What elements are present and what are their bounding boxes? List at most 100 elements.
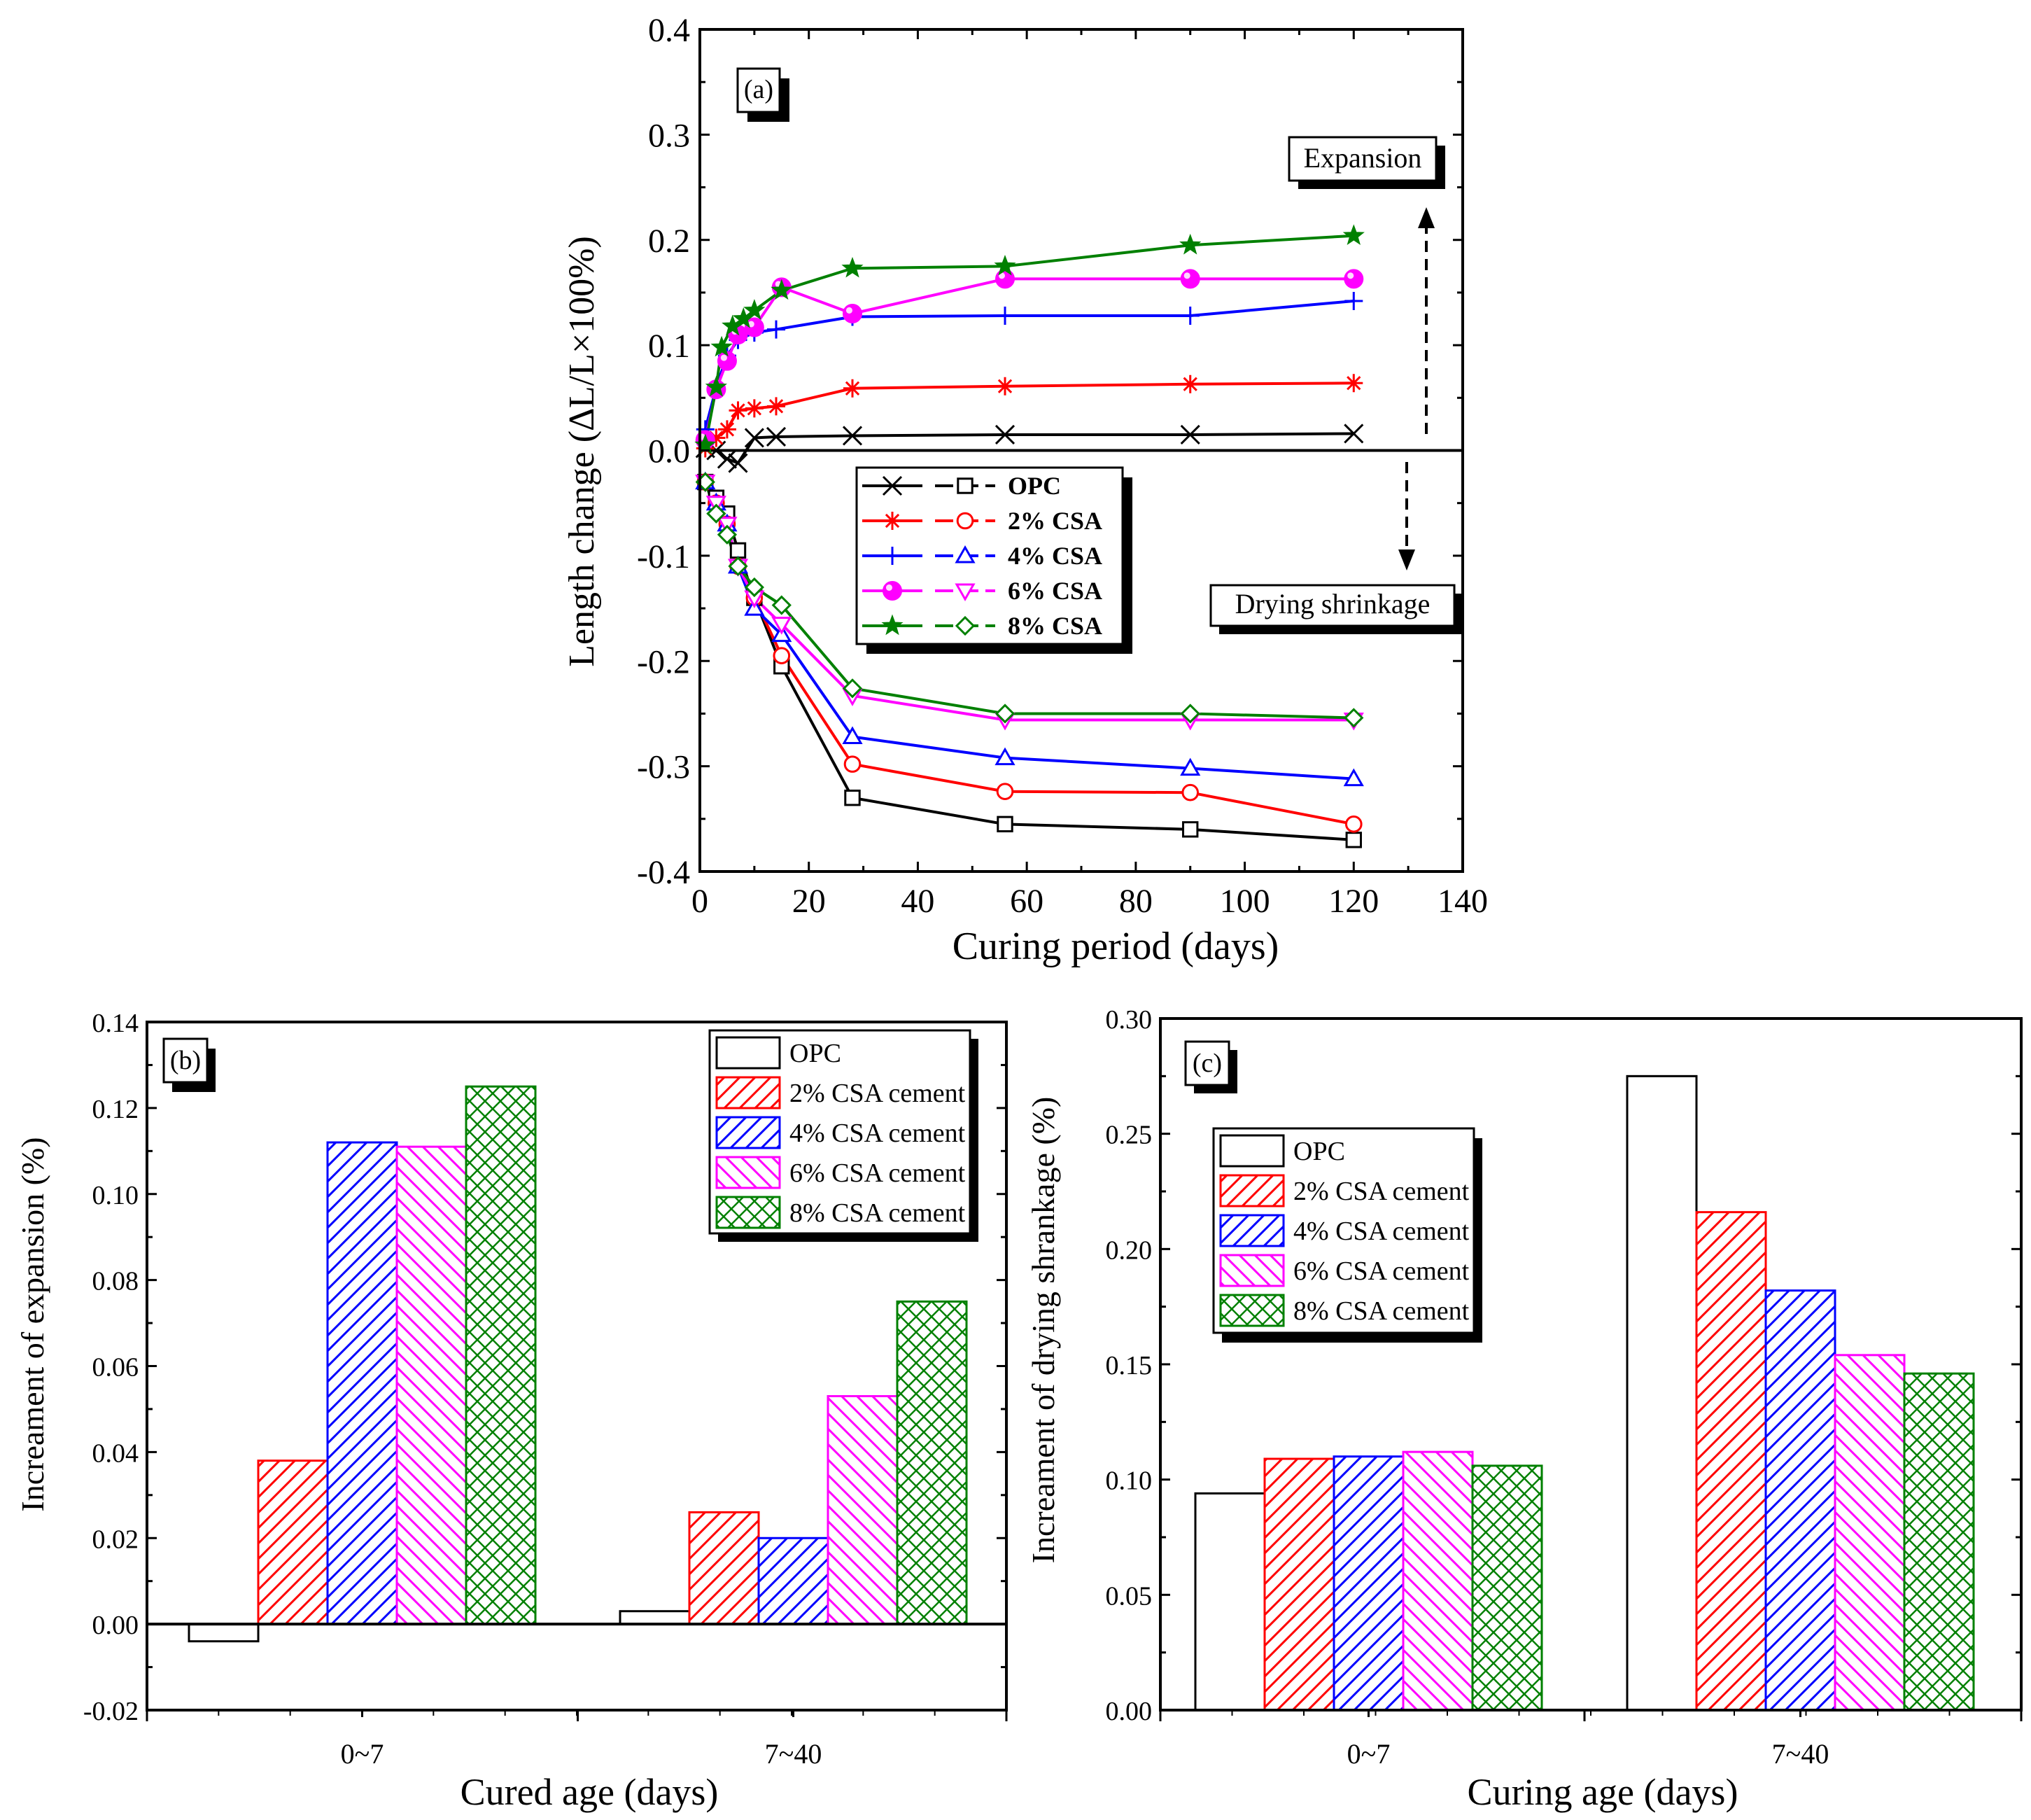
series-8-csa-expansion-point — [705, 375, 727, 397]
series-6-csa-expansion-point — [843, 304, 862, 324]
legend-2-csa-cement-label: 2% CSA cement — [1293, 1177, 1470, 1206]
bar-8-csa-cement-1 — [1903, 1372, 1975, 1712]
bar-8-csa-cement-1 — [896, 1300, 968, 1625]
bar-6-csa-cement-1 — [1834, 1354, 1906, 1712]
x-tick-label: 120 — [1328, 883, 1379, 920]
expansion-annotation: Expansion — [1304, 142, 1422, 174]
series-4-csa-expansion-point — [1344, 291, 1363, 310]
legend-8-csa-label: 8% CSA — [1008, 612, 1102, 640]
series-4-csa-shrinkage-point — [995, 747, 1016, 766]
legend-2-csa-label: 2% CSA — [1008, 507, 1102, 535]
y-tick-label: 0.10 — [92, 1181, 139, 1210]
series-8-csa-expansion-point — [841, 256, 864, 278]
y-tick-label: 0.30 — [1106, 1005, 1153, 1035]
legend-4-csa-cement-label: 4% CSA cement — [1293, 1217, 1470, 1246]
y-tick-label: 0.3 — [648, 117, 690, 154]
x-category-label: 0~7 — [1347, 1738, 1391, 1770]
series-opc-expansion-point — [766, 426, 787, 447]
panel-a-label: (a) — [744, 75, 773, 104]
legend-6-csa-shrinkage-marker — [955, 583, 976, 602]
bar-opc-0 — [1194, 1492, 1266, 1712]
legend-8-csa-cement-swatch — [715, 1196, 781, 1229]
expansion-box — [1288, 136, 1438, 182]
series-6-csa-expansion-point-highlight — [720, 354, 727, 361]
series-6-csa-expansion-point-highlight — [845, 307, 852, 314]
bar-2-csa-cement-0 — [257, 1460, 329, 1625]
series-8-csa-shrinkage-point — [1180, 704, 1200, 724]
bar-6-csa-cement-0 — [395, 1145, 468, 1625]
x-category-label: 7~40 — [765, 1738, 822, 1770]
panel-a-x-axis-label: Curing period (days) — [953, 925, 1279, 968]
series-opc-expansion-point — [744, 428, 764, 448]
legend-6-csa-cement-label: 6% CSA cement — [789, 1158, 966, 1188]
series-8-csa-shrinkage-point — [706, 503, 726, 524]
series-4-csa-expansion-point — [767, 320, 785, 339]
x-tick-label: 100 — [1220, 883, 1270, 920]
legend-2-csa-expansion-marker — [883, 512, 901, 530]
legend-opc-label: OPC — [1008, 472, 1061, 500]
legend-2-csa-cement-swatch — [715, 1076, 781, 1110]
series-2-csa-expansion-point — [996, 377, 1014, 396]
y-tick-label: 0.04 — [92, 1438, 139, 1468]
panel-c-bar-chart: 0.000.050.100.150.200.250.300~7 7~40 (c) … — [1025, 1005, 2023, 1813]
series-opc-expansion-point — [842, 426, 863, 446]
bar-opc-0 — [188, 1623, 260, 1643]
x-tick-label: 140 — [1438, 883, 1488, 920]
series-opc-shrinkage-point — [997, 816, 1013, 833]
bar-6-csa-cement-0 — [1402, 1450, 1474, 1712]
expansion-arrowhead — [1418, 207, 1435, 228]
bar-8-csa-cement-0 — [465, 1085, 537, 1625]
legend-2-csa-cement-swatch — [1219, 1174, 1285, 1208]
bar-6-csa-cement-1 — [827, 1395, 899, 1625]
x-tick-label: 0 — [691, 883, 708, 920]
y-tick-label: 0.20 — [1106, 1236, 1153, 1265]
legend-opc-label: OPC — [1293, 1137, 1345, 1166]
series-2-csa-expansion-point — [1344, 374, 1363, 393]
series-8-csa-shrinkage-point — [771, 595, 792, 615]
series-4-csa-shrinkage-point — [842, 726, 863, 745]
series-2-csa-shrinkage-point — [996, 783, 1014, 801]
series-8-csa-shrinkage-point — [1344, 708, 1364, 728]
legend-4-csa-shrinkage-marker — [955, 545, 976, 564]
series-8-csa-expansion-point — [710, 335, 733, 357]
series-6-csa-expansion-line — [703, 277, 1354, 440]
x-tick-label: 80 — [1119, 883, 1153, 920]
bar-4-csa-cement-1 — [757, 1536, 829, 1625]
series-4-csa-shrinkage-point — [1180, 757, 1201, 776]
bar-2-csa-cement-0 — [1263, 1457, 1335, 1712]
series-opc-shrinkage-point — [844, 790, 861, 806]
y-tick-label: -0.2 — [637, 643, 690, 680]
legend-4-csa-cement-label: 4% CSA cement — [789, 1119, 966, 1148]
series-2-csa-shrinkage-point — [1181, 783, 1200, 802]
y-tick-label: 0.02 — [92, 1525, 139, 1554]
series-8-csa-shrinkage-point — [995, 704, 1016, 724]
series-8-csa-shrinkage-point — [717, 524, 738, 545]
series-8-csa-expansion-point — [1179, 233, 1202, 255]
series-opc-shrinkage-point — [1345, 832, 1362, 848]
y-tick-label: 0.1 — [648, 328, 690, 365]
panel-a-label-box — [736, 67, 781, 113]
series-opc-shrinkage-point — [729, 542, 747, 559]
series-6-csa-expansion-point — [1180, 269, 1200, 289]
series-2-csa-expansion-point — [729, 401, 747, 420]
series-opc-expansion-point — [995, 424, 1016, 445]
legend-8-csa-expansion-marker — [881, 614, 904, 636]
series-6-csa-expansion-point — [1344, 269, 1364, 289]
y-tick-label: 0.14 — [92, 1009, 139, 1038]
y-tick-label: 0.06 — [92, 1353, 139, 1382]
legend-opc-label: OPC — [789, 1039, 841, 1068]
series-8-csa-expansion-point — [771, 279, 793, 300]
y-tick-label: 0.4 — [648, 12, 690, 49]
panel-b-y-axis-label: Increament of expansion (%) — [15, 1137, 50, 1511]
legend-6-csa-label: 6% CSA — [1008, 577, 1102, 605]
panel-b-label-box — [162, 1037, 209, 1084]
bar-opc-1 — [619, 1610, 691, 1625]
bar-2-csa-cement-1 — [1695, 1211, 1767, 1712]
panel-c-label: (c) — [1193, 1049, 1222, 1078]
legend-6-csa-cement-swatch — [1219, 1254, 1285, 1287]
legend-6-csa-expansion-marker-highlight — [885, 584, 892, 591]
series-opc-expansion-point — [1344, 424, 1364, 444]
series-8-csa-expansion-line — [703, 234, 1354, 446]
bar-4-csa-cement-0 — [1333, 1455, 1405, 1712]
